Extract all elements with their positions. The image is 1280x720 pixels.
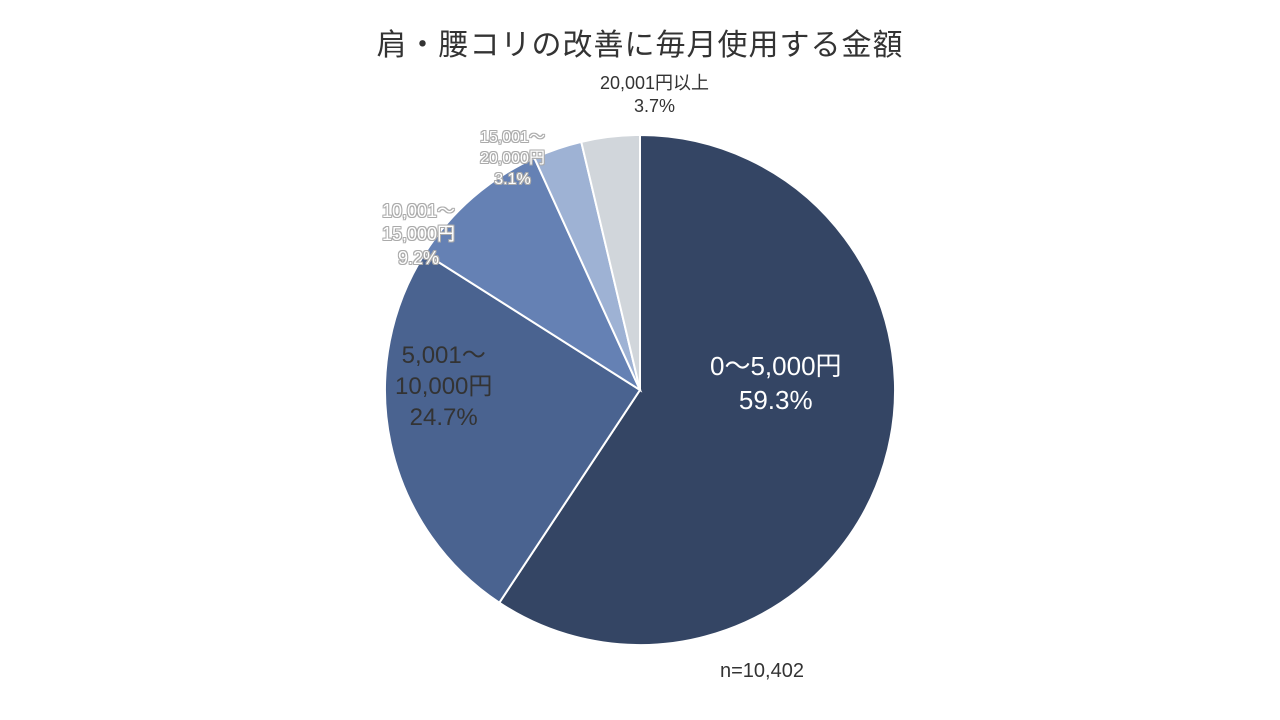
slice-label-1: 5,001～10,000円24.7% [395,340,492,434]
chart-title: 肩・腰コリの改善に毎月使用する金額 [0,20,1280,64]
slice-label-2: 10,001～15,000円9.2% [382,200,455,270]
slice-label-0: 0～5,000円59.3% [710,350,842,418]
slice-label-3: 15,001～20,000円3.1% [480,128,545,190]
pie-chart: 0～5,000円59.3% 5,001～10,000円24.7% 10,001～15… [340,90,940,690]
slice-label-4: 20,001円以上3.7% [600,72,709,119]
sample-size-label: n=10,402 [720,660,804,683]
